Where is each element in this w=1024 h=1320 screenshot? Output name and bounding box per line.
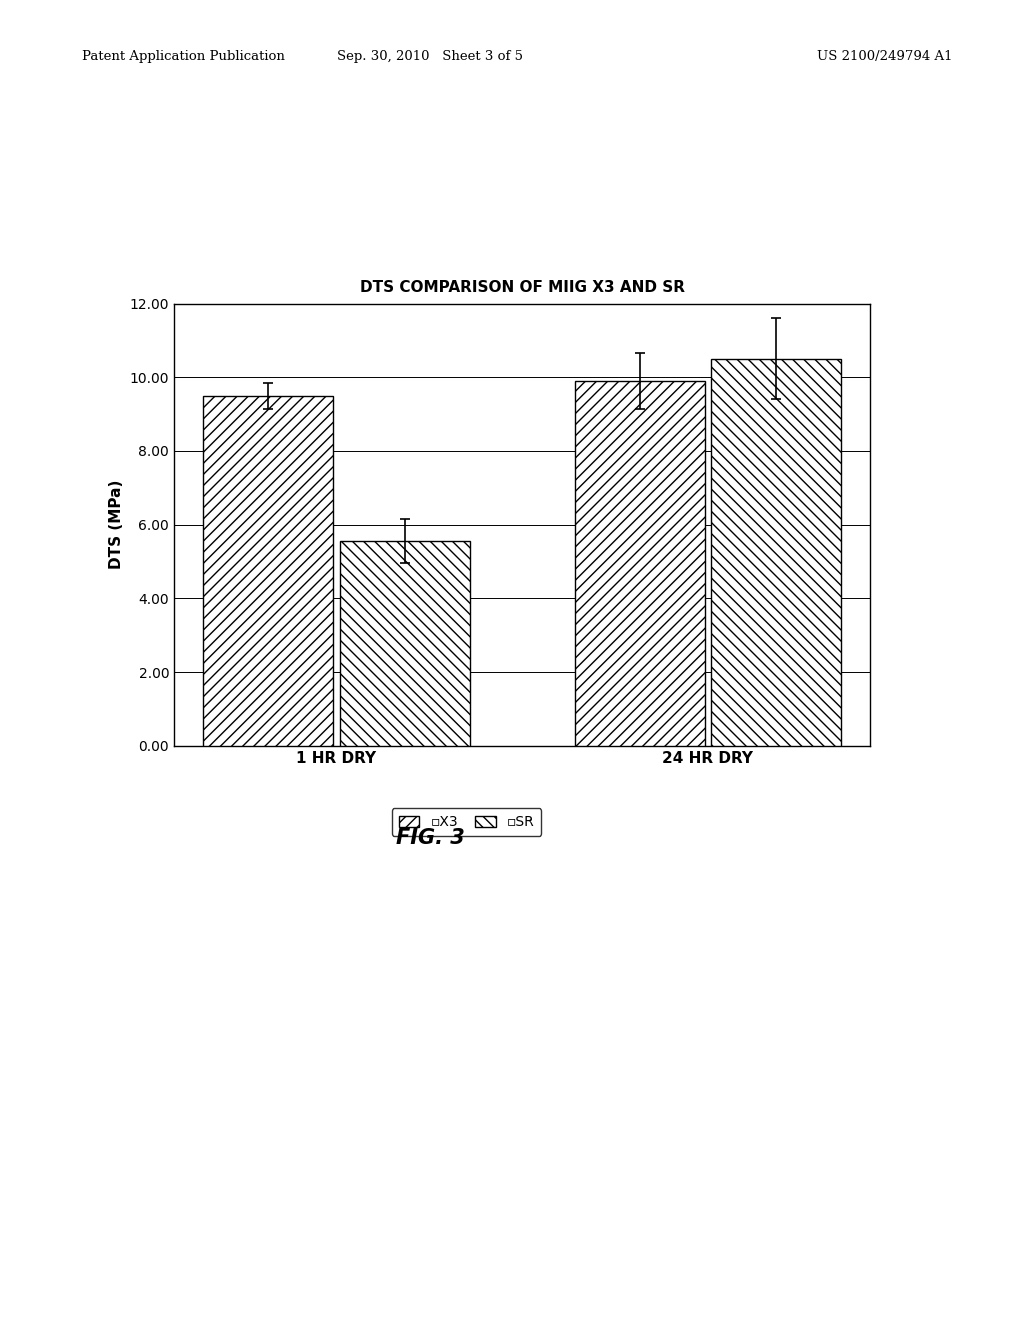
Title: DTS COMPARISON OF MIIG X3 AND SR: DTS COMPARISON OF MIIG X3 AND SR <box>359 280 685 296</box>
Bar <box>574 381 705 746</box>
Text: US 2100/249794 A1: US 2100/249794 A1 <box>817 50 952 63</box>
Text: FIG. 3: FIG. 3 <box>395 828 465 849</box>
Bar <box>340 541 470 746</box>
Bar <box>712 359 841 746</box>
Y-axis label: DTS (MPa): DTS (MPa) <box>110 480 124 569</box>
Bar <box>204 396 333 746</box>
Text: Sep. 30, 2010   Sheet 3 of 5: Sep. 30, 2010 Sheet 3 of 5 <box>337 50 523 63</box>
Text: Patent Application Publication: Patent Application Publication <box>82 50 285 63</box>
Legend: ▫X3, ▫SR: ▫X3, ▫SR <box>391 808 542 836</box>
